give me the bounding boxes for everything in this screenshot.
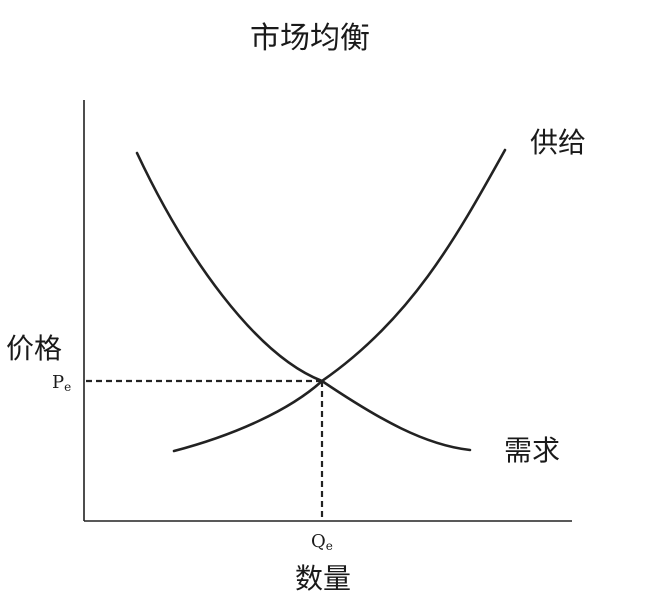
equilibrium-quantity-symbol: Q <box>311 531 326 552</box>
y-axis-label: 价格 <box>6 332 62 365</box>
equilibrium-price-symbol: P <box>52 372 64 393</box>
supply-curve <box>172 148 507 453</box>
demand-curve <box>135 151 472 452</box>
equilibrium-price-label: Pe <box>52 372 71 394</box>
supply-curve-label: 供给 <box>530 126 586 159</box>
equilibrium-quantity-subscript: e <box>326 539 333 553</box>
equilibrium-price-subscript: e <box>64 380 71 394</box>
x-axis-label: 数量 <box>295 562 351 595</box>
demand-curve-label: 需求 <box>504 434 560 467</box>
diagram-title: 市场均衡 <box>250 21 370 56</box>
equilibrium-quantity-label: Qe <box>311 531 333 553</box>
